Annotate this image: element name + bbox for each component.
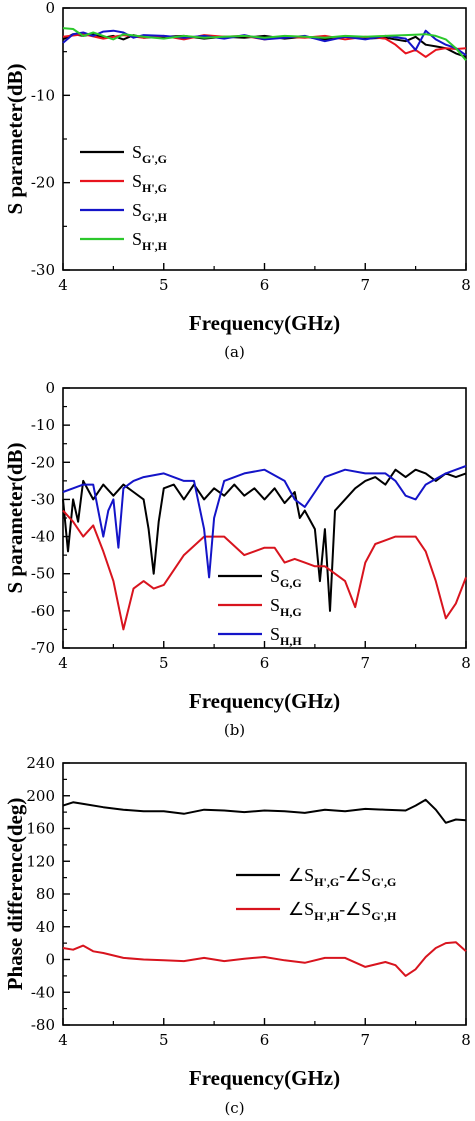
y-tick-label: 200	[26, 787, 55, 805]
legend-entry-1: SG,G	[270, 566, 302, 590]
series-line-2	[62, 941, 467, 977]
x-tick-label: 5	[159, 276, 169, 294]
legend: SG,G SH,G SH,H	[218, 566, 302, 648]
y-tick-label: -20	[31, 174, 55, 192]
y-tick-label: -80	[31, 1016, 55, 1034]
y-tick-label: -50	[31, 565, 55, 583]
x-tick-label: 8	[461, 1031, 471, 1049]
y-tick-label: -10	[31, 86, 55, 104]
y-tick-label: -20	[31, 453, 55, 471]
chart-panel-c: 4 5 6 7 8 -80 -40 0 40 80 120 160 200 240 ∠SH',G-∠SG',…	[3, 754, 471, 1117]
legend-entry-2: ∠SH',H-∠SG',H	[288, 899, 397, 923]
legend-entry-3: SG',H	[132, 200, 168, 224]
series-line-1	[62, 798, 467, 824]
legend: ∠SH',G-∠SG',G ∠SH',H-∠SG',H	[236, 865, 397, 923]
legend: SG',G SH',G SG',H SH',H	[80, 142, 168, 253]
plot-frame	[62, 7, 467, 271]
legend-entry-4: SH',H	[132, 229, 168, 253]
plot-frame	[62, 762, 467, 1026]
series-line-1	[62, 468, 467, 612]
y-tick-label: 160	[26, 820, 55, 838]
y-tick-label: -40	[31, 528, 55, 546]
y-tick-label: -60	[31, 602, 55, 620]
y-axis-title: S parameter(dB)	[3, 442, 27, 593]
chart-panel-b: 4 5 6 7 8 -70 -60 -50 -40 -30 -20 -10 0 SG,G SH,G SH,H F…	[3, 379, 471, 739]
legend-entry-2: SH',G	[132, 171, 167, 195]
x-tick-label: 7	[360, 276, 370, 294]
y-tick-label: 240	[26, 754, 55, 772]
x-tick-label: 4	[58, 654, 68, 672]
legend-entry-1: SG',G	[132, 142, 167, 166]
series-line-3	[62, 465, 467, 579]
y-tick-label: -70	[31, 639, 55, 657]
y-tick-label: 0	[45, 951, 55, 969]
y-axis-title: Phase difference(deg)	[3, 798, 27, 991]
x-tick-label: 4	[58, 1031, 68, 1049]
x-tick-label: 8	[461, 276, 471, 294]
x-tick-label: 6	[260, 1031, 270, 1049]
series-line-4	[62, 27, 467, 62]
y-tick-label: 0	[45, 379, 55, 397]
x-tick-label: 5	[159, 654, 169, 672]
y-tick-label: 80	[36, 885, 55, 903]
y-tick-label: 120	[26, 852, 55, 870]
panel-label: (b)	[224, 721, 245, 739]
x-tick-label: 4	[58, 276, 68, 294]
panel-label: (c)	[224, 1099, 244, 1117]
x-tick-label: 7	[360, 654, 370, 672]
panel-label: (a)	[224, 343, 245, 361]
legend-entry-3: SH,H	[270, 624, 302, 648]
x-tick-label: 6	[260, 276, 270, 294]
y-tick-label: -30	[31, 490, 55, 508]
legend-entry-2: SH,G	[270, 595, 302, 619]
y-axis-title: S parameter(dB)	[3, 63, 27, 214]
x-tick-label: 5	[159, 1031, 169, 1049]
x-tick-label: 6	[260, 654, 270, 672]
x-axis-title: Frequency(GHz)	[189, 1066, 340, 1090]
y-tick-label: 0	[45, 0, 55, 17]
series-line-2	[62, 509, 467, 631]
x-tick-label: 8	[461, 654, 471, 672]
y-tick-label: 40	[36, 918, 55, 936]
legend-entry-1: ∠SH',G-∠SG',G	[288, 865, 396, 889]
y-tick-label: -30	[31, 261, 55, 279]
x-tick-label: 7	[360, 1031, 370, 1049]
y-tick-label: -40	[31, 983, 55, 1001]
y-tick-label: -10	[31, 416, 55, 434]
plot-frame	[62, 387, 467, 649]
chart-panel-a: 4 5 6 7 8 -30 -20 -10 0 SG',G SH',G SG',H SH',H Frequ…	[3, 0, 471, 361]
x-axis-title: Frequency(GHz)	[189, 311, 340, 335]
x-axis-title: Frequency(GHz)	[189, 689, 340, 713]
